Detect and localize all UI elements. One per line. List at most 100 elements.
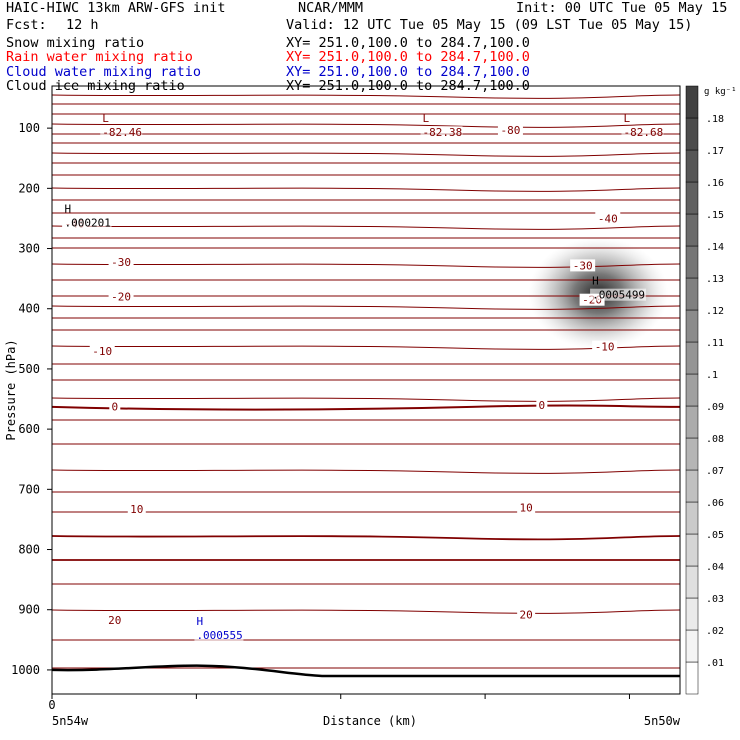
isotherm-label: -30: [573, 259, 593, 272]
isotherm-line: [51, 123, 681, 128]
isotherm-line: [51, 94, 681, 99]
extremum-value-bg: [590, 288, 647, 301]
y-tick-label: 500: [18, 362, 40, 376]
distance-axis: 0 5n54w 5n50w Distance (km): [48, 694, 681, 728]
y-tick-label: 100: [18, 121, 40, 135]
isotherm-line: [51, 469, 681, 474]
x-origin-label: 0: [48, 698, 55, 712]
colorbar-level-label: .05: [706, 530, 724, 541]
center-label: NCAR/MMM: [298, 0, 364, 16]
isotherm-line: [51, 305, 681, 310]
isotherm-label-bg: [108, 290, 134, 303]
colorbar-cell: [685, 533, 699, 567]
isotherm-label-bg: [517, 501, 536, 514]
model-title: HAIC-HIWC 13km ARW-GFS init: [6, 0, 226, 16]
isotherm-label-bg: [517, 608, 536, 621]
isotherm-line: [51, 609, 681, 614]
isotherm-line: [51, 263, 681, 268]
isotherm-line: [51, 225, 681, 230]
colorbar-level-label: .13: [706, 274, 724, 285]
y-tick-label: 200: [18, 181, 40, 195]
colorbar-level-label: .01: [706, 658, 724, 669]
x-tick-label-end: 5n50w: [644, 714, 681, 728]
field-xy-rain: XY= 251.0,100.0 to 284.7,100.0: [286, 49, 530, 65]
extremum-value: .000201: [65, 216, 111, 229]
field-name-snow: Snow mixing ratio: [6, 35, 145, 51]
isotherm-label-bg: [105, 613, 124, 626]
colorbar-cell: [685, 341, 699, 375]
colorbar-level-label: .17: [706, 146, 724, 157]
extremum-value-bg: [621, 126, 664, 139]
field-name-rain: Rain water mixing ratio: [6, 49, 193, 65]
isotherm-label-bg: [109, 400, 121, 413]
colorbar-level-label: .15: [706, 210, 724, 221]
colorbar-cell: [685, 437, 699, 471]
extremum-value: .0005499: [592, 289, 645, 302]
extremum-type: L: [623, 112, 630, 125]
forecast-hours: 12 h: [66, 17, 99, 33]
colorbar: g kg⁻¹ .01 .02 .03 .04 .05 .06 .07 .08 .09 .1 .11.…: [685, 85, 737, 695]
isotherm-label: 0: [111, 400, 118, 413]
colorbar-level-label: .02: [706, 626, 724, 637]
x-axis-label: Distance (km): [323, 714, 417, 728]
isotherm-label-bg: [592, 340, 618, 353]
field-xy-snow: XY= 251.0,100.0 to 284.7,100.0: [286, 35, 530, 51]
field-name-cloud-water: Cloud water mixing ratio: [6, 64, 202, 80]
x-tick-label-start: 5n54w: [52, 714, 89, 728]
colorbar-level-label: .11: [706, 338, 724, 349]
y-tick-label: 600: [18, 422, 40, 436]
isotherm-label: 10: [520, 501, 533, 514]
colorbar-cell: [685, 181, 699, 215]
colorbar-cell: [685, 309, 699, 343]
extremum-type: L: [423, 112, 430, 125]
isotherm-label: -80: [501, 124, 521, 137]
isotherm-label: 0: [539, 399, 546, 412]
y-tick-label: 800: [18, 543, 40, 557]
colorbar-cell: [685, 597, 699, 631]
extremum-type: L: [102, 112, 109, 125]
isotherm-label: -40: [598, 212, 618, 225]
colorbar-cell: [685, 405, 699, 439]
extremum-type: H: [65, 202, 72, 215]
colorbar-cell: [685, 469, 699, 503]
field-xy-cloud-water: XY= 251.0,100.0 to 284.7,100.0: [286, 64, 530, 80]
y-tick-label: 300: [18, 242, 40, 256]
init-time: Init: 00 UTC Tue 05 May 15: [516, 0, 728, 16]
colorbar-unit: g kg⁻¹: [704, 87, 737, 97]
colorbar-level-label: .1: [706, 370, 718, 381]
isotherm-label: 20: [108, 614, 121, 627]
terrain-line-path: [51, 664, 680, 678]
extremum-value: -82.68: [623, 126, 663, 139]
isotherm-label-bg: [497, 123, 523, 136]
colorbar-level-label: .09: [706, 402, 724, 413]
extremum-value-bg: [100, 126, 143, 139]
colorbar-cell: [685, 117, 699, 151]
colorbar-cell: [685, 213, 699, 247]
isotherm-line: [51, 535, 681, 541]
colorbar-cell: [685, 661, 699, 695]
colorbar-level-label: .08: [706, 434, 724, 445]
colorbar-level-label: .06: [706, 498, 724, 509]
isotherm-label-bg: [536, 399, 548, 412]
colorbar-level-label: .14: [706, 242, 724, 253]
colorbar-cell: [685, 245, 699, 279]
colorbar-level-label: .16: [706, 178, 724, 189]
isotherm-label: -10: [595, 341, 615, 354]
forecast-label: Fcst:: [6, 17, 47, 33]
colorbar-cell: [685, 501, 699, 535]
extremum-type: H: [196, 615, 203, 628]
isotherm-label: -10: [92, 345, 112, 358]
extremum-value-bg: [62, 216, 112, 229]
extrema-markers: L-82.46L-82.38L-82.68H.000201H.0005499H.…: [62, 112, 664, 642]
isotherm-label: 10: [130, 503, 143, 516]
isotherm-label: -20: [111, 291, 131, 304]
y-tick-label: 900: [18, 603, 40, 617]
isotherm-zero-line: [51, 404, 681, 411]
y-axis-label: Pressure (hPa): [4, 339, 18, 440]
colorbar-cell: [685, 149, 699, 183]
terrain-line: [51, 664, 680, 678]
colorbar-level-label: .12: [706, 306, 724, 317]
colorbar-level-label: .07: [706, 466, 724, 477]
